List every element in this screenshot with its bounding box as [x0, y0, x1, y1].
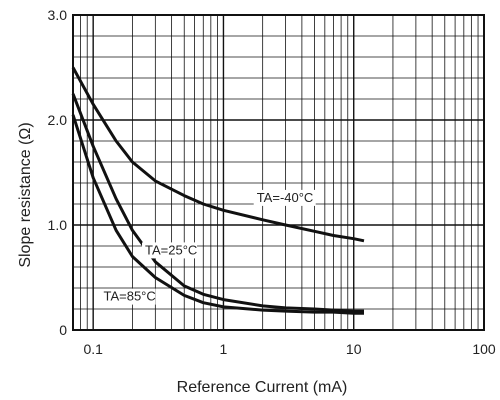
- series-line-1: [71, 66, 365, 243]
- svg-text:TA=25°C: TA=25°C: [145, 242, 197, 257]
- series-line-3: [71, 114, 364, 315]
- series-label-3: TA=85°C: [100, 288, 156, 305]
- y-tick-label: 0: [59, 322, 67, 338]
- y-tick-label: 3.0: [48, 7, 68, 23]
- series-label-1: TA=-40°C: [253, 189, 316, 206]
- x-tick-label: 10: [346, 341, 362, 357]
- series-label-2: TA=25°C: [142, 242, 197, 259]
- tick-labels: 0.1 1 10 100 0 1.0 2.0 3.0: [48, 7, 496, 357]
- svg-text:TA=-40°C: TA=-40°C: [257, 190, 314, 205]
- series-labels: TA=-40°C TA=25°C TA=85°C: [100, 189, 316, 305]
- x-tick-label: 100: [472, 341, 496, 357]
- y-axis-label: Slope resistance (Ω): [17, 122, 34, 267]
- y-tick-label: 2.0: [48, 112, 68, 128]
- series-lines: [71, 66, 365, 315]
- y-tick-label: 1.0: [48, 217, 68, 233]
- x-axis-label: Reference Current (mA): [177, 379, 348, 396]
- series-line-2: [71, 93, 364, 313]
- svg-text:TA=85°C: TA=85°C: [103, 289, 155, 304]
- x-tick-label: 0.1: [83, 341, 103, 357]
- plot-frame: [72, 14, 485, 331]
- x-tick-label: 1: [220, 341, 228, 357]
- grid-lines: [72, 15, 484, 330]
